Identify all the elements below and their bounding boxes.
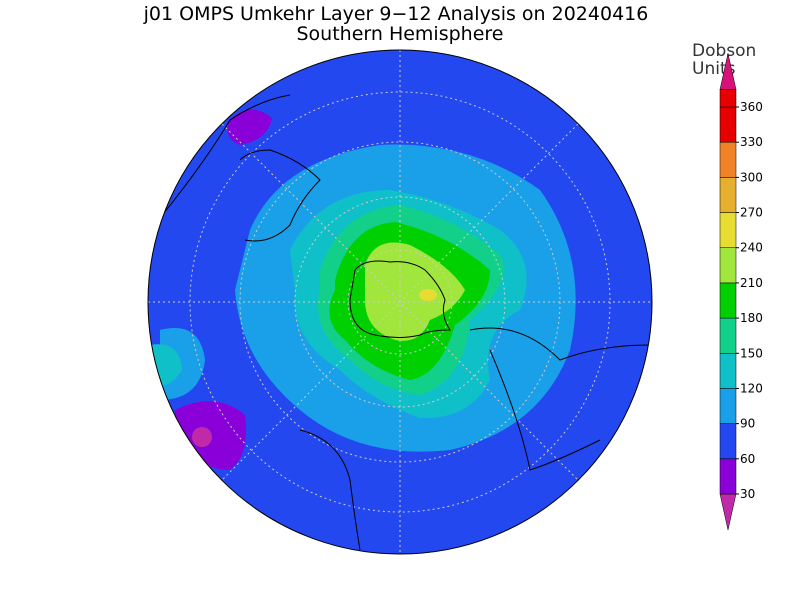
subtitle: Southern Hemisphere xyxy=(296,23,503,45)
colorbar-tick-label: 240 xyxy=(740,241,763,255)
colorbar-band xyxy=(719,106,737,143)
colorbar-tick-label: 30 xyxy=(740,487,755,501)
colorbar-tick-label: 360 xyxy=(740,100,763,114)
colorbar-band xyxy=(719,212,737,248)
colorbar-label: Dobson xyxy=(692,41,756,61)
colorbar-tick-label: 180 xyxy=(740,311,763,325)
colorbar-tick-label: 300 xyxy=(740,170,763,184)
colorbar-tick-label: 60 xyxy=(740,452,755,466)
ozone-field xyxy=(148,50,652,554)
colorbar-band xyxy=(719,423,737,460)
colorbar-band xyxy=(719,282,737,319)
colorbar-tick-label: 90 xyxy=(740,417,755,431)
colorbar-band xyxy=(719,89,737,108)
colorbar-band xyxy=(719,458,737,495)
colorbar-band xyxy=(719,141,737,178)
colorbar: Dobson Units 306090120150180210240270300… xyxy=(692,41,763,531)
colorbar-tick-label: 150 xyxy=(740,346,763,360)
colorbar-band xyxy=(719,353,737,389)
colorbar-band xyxy=(719,247,737,284)
map-boundary xyxy=(147,49,653,555)
colorbar-band xyxy=(719,177,737,213)
colorbar-tick-label: 270 xyxy=(740,206,763,220)
title: j01 OMPS Umkehr Layer 9−12 Analysis on 2… xyxy=(143,3,649,25)
colorbar-extension xyxy=(719,493,737,531)
colorbar-tick-label: 120 xyxy=(740,381,763,395)
colorbar-extension xyxy=(719,53,737,90)
colorbar-band xyxy=(719,388,737,424)
colorbar-tick-label: 330 xyxy=(740,135,763,149)
colorbar-band xyxy=(719,317,737,354)
colorbar-tick-label: 210 xyxy=(740,276,763,290)
